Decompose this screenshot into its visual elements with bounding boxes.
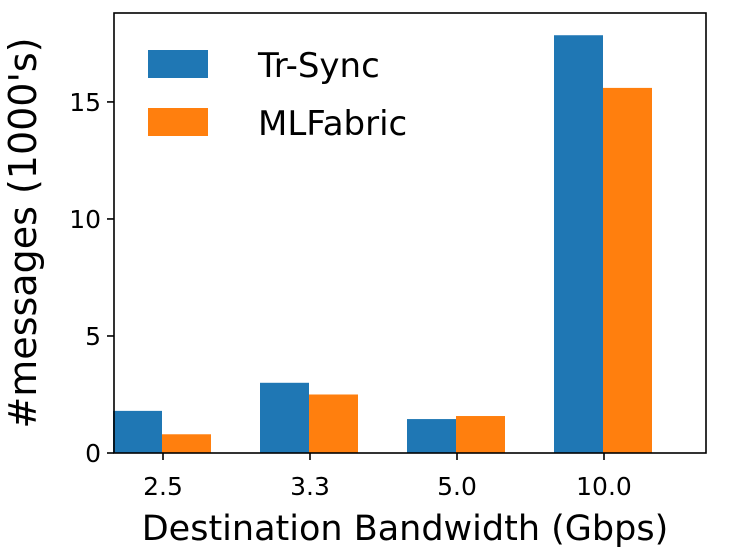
legend-swatch bbox=[148, 108, 208, 136]
x-tick-label: 10.0 bbox=[576, 472, 632, 501]
x-tick-label: 3.3 bbox=[290, 472, 330, 501]
bar-mlfabric-10-0 bbox=[603, 87, 652, 453]
bar-tr-sync-2-5 bbox=[113, 410, 162, 453]
y-tick-label: 10 bbox=[69, 205, 101, 234]
y-tick-label: 15 bbox=[69, 88, 101, 117]
x-axis-label: Destination Bandwidth (Gbps) bbox=[142, 509, 669, 549]
y-tick-label: 5 bbox=[85, 322, 101, 351]
bar-tr-sync-3-3 bbox=[260, 382, 309, 453]
bar-tr-sync-10-0 bbox=[554, 35, 603, 454]
x-tick-label: 5.0 bbox=[437, 472, 477, 501]
x-axis: 2.5 3.3 5.0 10.0 bbox=[143, 453, 632, 501]
legend-label: MLFabric bbox=[258, 104, 407, 144]
y-axis: 0 5 10 15 bbox=[69, 88, 114, 468]
y-axis-label: #messages (1000's) bbox=[1, 37, 45, 428]
plot-frame bbox=[113, 12, 707, 454]
y-tick-label: 0 bbox=[85, 439, 101, 468]
bar-mlfabric-5-0 bbox=[456, 416, 505, 453]
bars-layer bbox=[113, 35, 652, 454]
bar-mlfabric-2-5 bbox=[162, 434, 211, 453]
bar-tr-sync-5-0 bbox=[407, 419, 456, 453]
legend-swatch bbox=[148, 50, 208, 78]
bar-mlfabric-3-3 bbox=[309, 394, 358, 453]
legend: Tr-Sync MLFabric bbox=[148, 46, 407, 144]
legend-label: Tr-Sync bbox=[257, 46, 380, 86]
x-tick-label: 2.5 bbox=[143, 472, 183, 501]
